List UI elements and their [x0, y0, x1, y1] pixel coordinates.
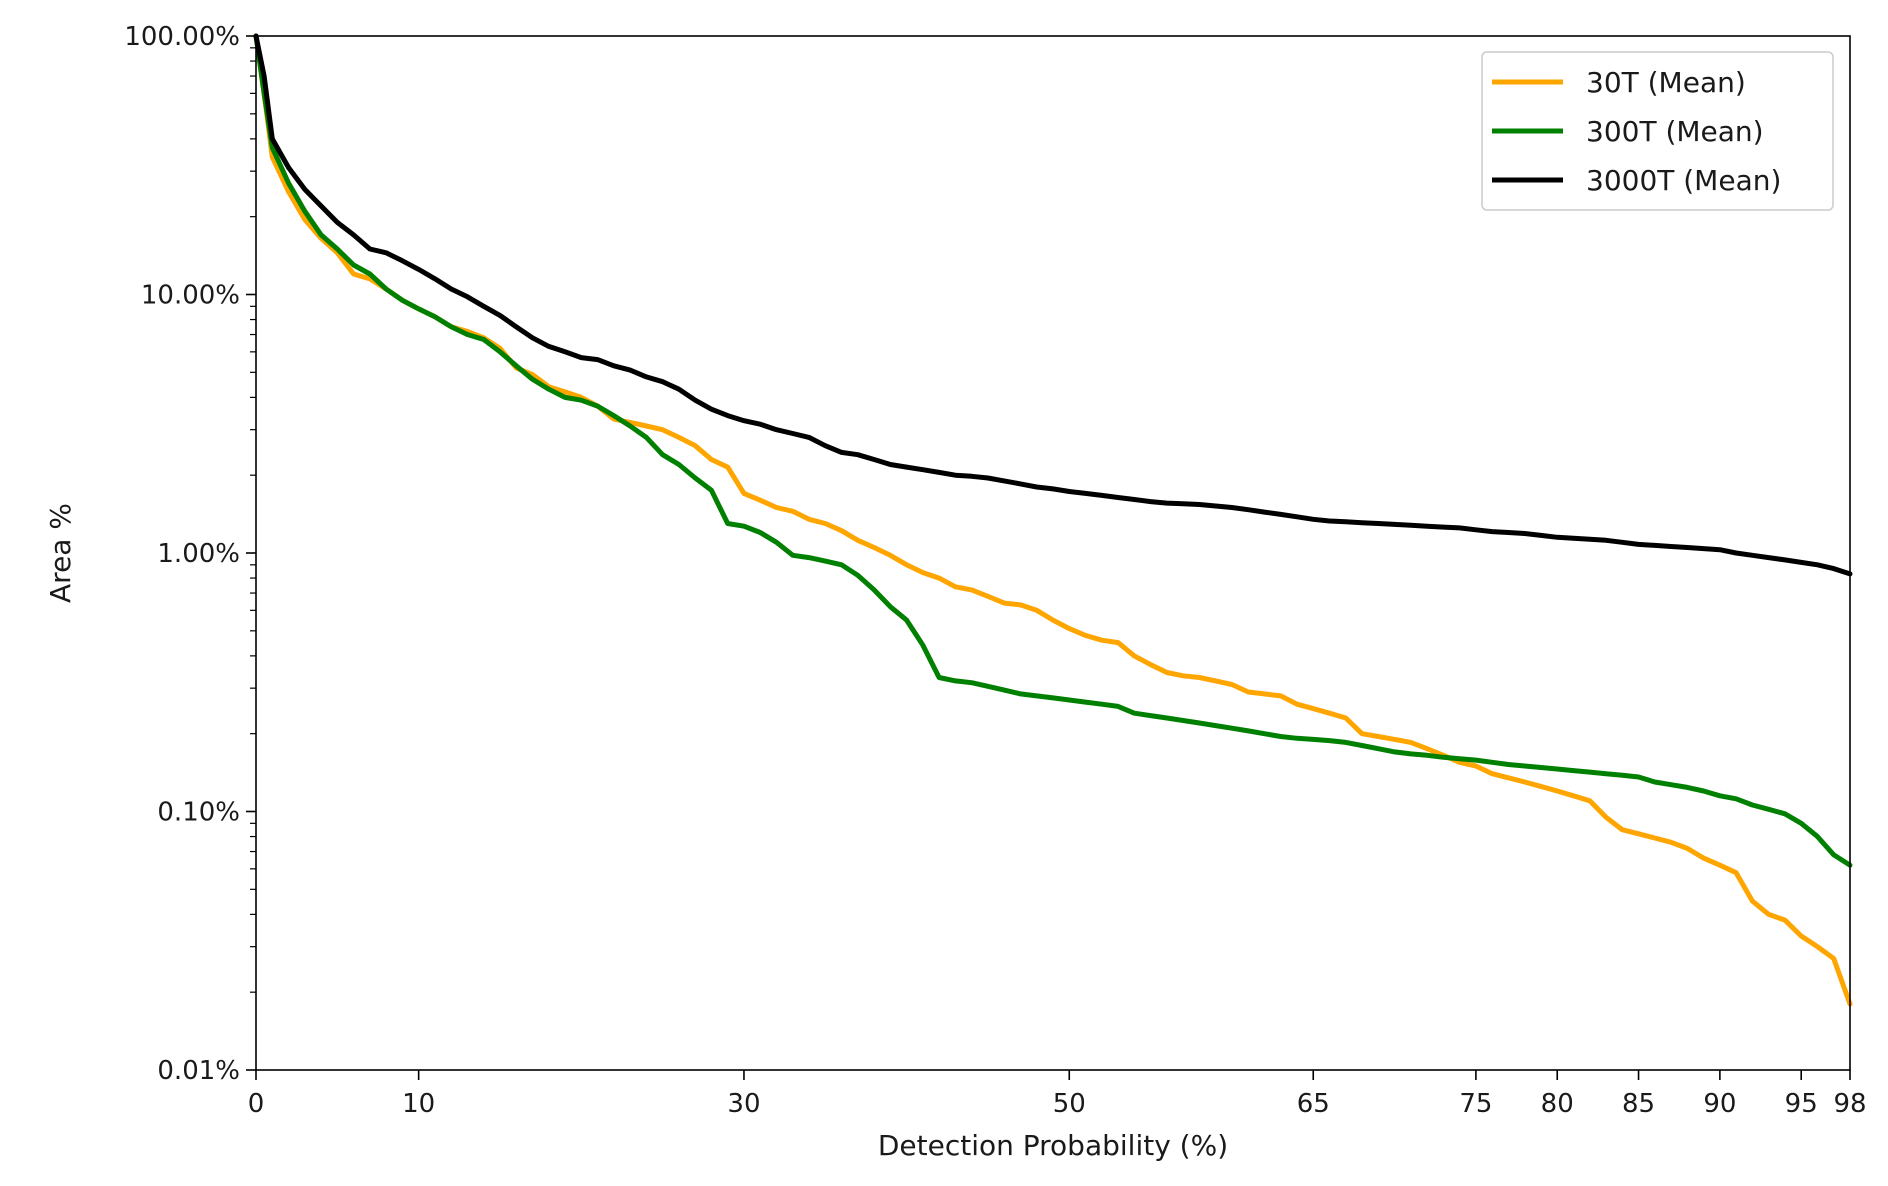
x-tick-label: 0	[248, 1089, 265, 1119]
x-tick-label: 65	[1297, 1089, 1330, 1119]
x-tick-label: 85	[1622, 1089, 1655, 1119]
x-tick-label: 50	[1053, 1089, 1086, 1119]
y-tick-label: 1.00%	[157, 539, 240, 569]
y-tick-label: 10.00%	[141, 281, 240, 311]
y-tick-label: 0.10%	[157, 798, 240, 828]
x-tick-label: 90	[1703, 1089, 1736, 1119]
legend-label-300t: 300T (Mean)	[1586, 115, 1764, 148]
series-line-2	[253, 33, 1853, 577]
y-axis: 0.01% 0.10% 1.00% 10.00% 100.00%	[124, 22, 256, 1086]
legend: 30T (Mean) 300T (Mean) 3000T (Mean)	[1481, 51, 1834, 211]
y-axis-title: Area %	[44, 503, 77, 603]
series-layer	[253, 33, 1853, 1007]
x-tick-label: 75	[1459, 1089, 1492, 1119]
x-tick-label: 10	[402, 1089, 435, 1119]
x-tick-label: 80	[1541, 1089, 1574, 1119]
x-tick-label: 98	[1833, 1089, 1866, 1119]
x-tick-label: 95	[1785, 1089, 1818, 1119]
y-tick-label: 0.01%	[157, 1056, 240, 1086]
x-axis: 0 10 30 50 65 75 80 85 90 95 98	[248, 1070, 1867, 1119]
legend-box	[1481, 51, 1834, 211]
x-axis-title: Detection Probability (%)	[878, 1129, 1228, 1162]
series-line-1	[253, 33, 1853, 868]
x-tick-label: 30	[727, 1089, 760, 1119]
legend-label-30t: 30T (Mean)	[1586, 66, 1746, 99]
y-tick-label: 100.00%	[124, 22, 240, 52]
legend-label-3000t: 3000T (Mean)	[1586, 164, 1781, 197]
